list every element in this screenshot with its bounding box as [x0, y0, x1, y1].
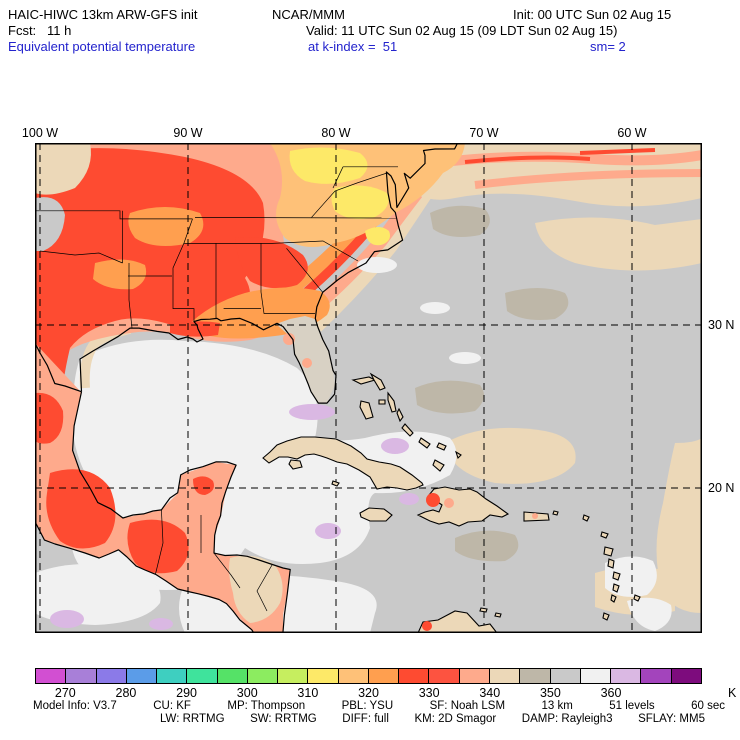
colorbar-tick-label: 360	[600, 686, 622, 700]
cuba	[262, 436, 424, 491]
colorbar-tick-label: 330	[418, 686, 440, 700]
pacific-coast	[34, 521, 255, 634]
map-border	[35, 143, 702, 633]
colorbar-cell	[459, 669, 490, 683]
mexico-gulf-coast	[72, 391, 291, 634]
colorbar-cell	[157, 669, 188, 683]
colorbar-cell	[36, 669, 67, 683]
venezuela-hot-spot	[422, 621, 432, 631]
colorbar-cell	[489, 669, 521, 683]
lavender-patches	[50, 404, 419, 630]
colorbar-cell	[520, 669, 551, 683]
model-info-item: MP: Thompson	[227, 700, 306, 712]
colorbar-tick-label: 310	[297, 686, 319, 700]
model-info-item: SFLAY: MM5	[638, 713, 705, 725]
x-axis-label: 90 W	[173, 126, 203, 140]
model-info-item: 13 km	[541, 700, 573, 712]
colorbar-cell	[580, 669, 612, 683]
model-info-item: Model Info: V3.7	[33, 700, 117, 712]
lat-lon-gridlines	[35, 143, 702, 633]
colorbar-cell	[641, 669, 672, 683]
org-label: NCAR/MMM	[272, 7, 345, 22]
map-canvas	[34, 142, 703, 634]
colorbar-tick-label: 290	[176, 686, 198, 700]
colorbar-cell	[338, 669, 369, 683]
colorbar-tick-label: 280	[115, 686, 137, 700]
model-info-item: LW: RRTMG	[160, 713, 225, 725]
colorbar-tick-label: 270	[54, 686, 76, 700]
colorbar-tick-label: 300	[236, 686, 258, 700]
fcst-hour: Fcst: 11 h	[8, 23, 72, 38]
x-axis-label: 60 W	[617, 126, 647, 140]
colorbar-cell	[429, 669, 460, 683]
x-axis-label: 100 W	[21, 126, 59, 140]
y-axis-label: 20 N	[708, 481, 735, 495]
weather-map-svg	[34, 142, 703, 634]
model-info-line2: LW: RRTMG SW: RRTMG DIFF: full KM: 2D Smago…	[160, 713, 705, 725]
colorbar-cell	[126, 669, 158, 683]
state-borders	[35, 166, 398, 612]
model-info-item: DAMP: Rayleigh3	[521, 713, 613, 725]
pr-warm-spot	[532, 513, 538, 519]
y-axis-label: 30 N	[708, 318, 735, 332]
us-coast	[79, 142, 459, 404]
x-axis-label: 70 W	[469, 126, 499, 140]
model-title: HAIC-HIWC 13km ARW-GFS init	[8, 7, 198, 22]
colorbar-tick-label: 350	[539, 686, 561, 700]
hispaniola-warm-spot	[444, 498, 454, 508]
model-info-item: PBL: YSU	[341, 700, 394, 712]
init-time: Init: 00 UTC Sun 02 Aug 15	[513, 7, 672, 22]
colorbar-unit: K	[728, 686, 737, 700]
coastlines	[34, 142, 459, 634]
model-info-item: DIFF: full	[342, 713, 389, 725]
islands	[262, 372, 641, 634]
model-info-item: 60 sec	[691, 700, 725, 712]
jamaica	[359, 507, 393, 522]
level-label: at k-index = 51	[308, 39, 398, 54]
colorbar-tick-label: 320	[358, 686, 379, 700]
colorbar-cell	[368, 669, 400, 683]
model-info-item: 51 levels	[609, 700, 655, 712]
x-axis-label: 80 W	[321, 126, 351, 140]
colorbar-cell	[611, 669, 642, 683]
colorbar-cell	[247, 669, 279, 683]
model-info-line1: Model Info: V3.7 CU: KF MP: Thompson PBL: Y…	[33, 700, 725, 712]
rio-grande	[34, 342, 82, 393]
model-info-item: CU: KF	[153, 700, 191, 712]
hispaniola	[416, 486, 510, 527]
colorbar-cell	[308, 669, 339, 683]
smooth-label: sm= 2	[590, 39, 626, 54]
colorbar-cell	[187, 669, 218, 683]
colorbar-tick-label: 340	[479, 686, 501, 700]
colorbar-cell	[671, 669, 701, 683]
colorbar-cell	[550, 669, 581, 683]
field-title: Equivalent potential temperature	[8, 39, 196, 54]
colorbar-cell	[399, 669, 430, 683]
model-info-item: SF: Noah LSM	[429, 700, 506, 712]
valid-time: Valid: 11 UTC Sun 02 Aug 15 (09 LDT Sun …	[306, 23, 618, 38]
model-info-item: KM: 2D Smagor	[414, 713, 497, 725]
colorbar-cell	[96, 669, 127, 683]
colorbar-cell	[278, 669, 309, 683]
colorbar	[35, 668, 702, 684]
model-info-item: SW: RRTMG	[250, 713, 317, 725]
hispaniola-hot-spot	[426, 493, 440, 507]
colorbar-cell	[217, 669, 248, 683]
colorbar-cell	[66, 669, 97, 683]
